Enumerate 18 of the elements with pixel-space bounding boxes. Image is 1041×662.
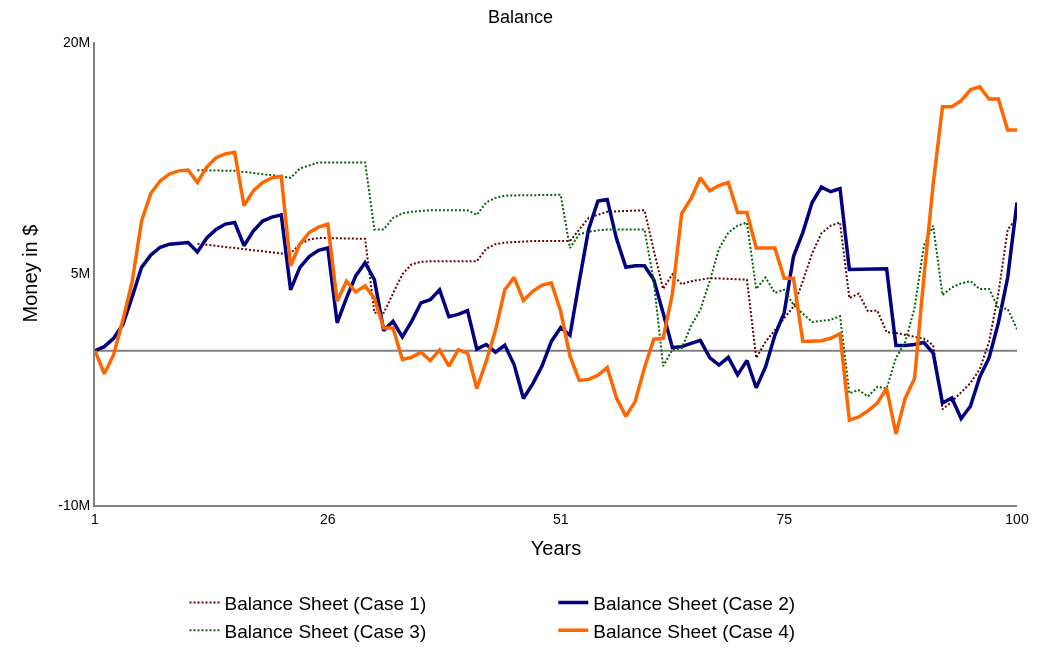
x-tick-label: 51 [552,510,569,527]
line-series [95,85,1017,436]
chart-title: Balance [487,6,554,27]
x-tick-label: 75 [776,510,793,527]
line-series [95,185,1017,421]
legend-label: Balance Sheet (Case 1) [224,592,427,614]
y-axis-title: Money in $ [19,224,42,323]
x-tick-label: 100 [1005,510,1029,527]
x-axis-title: Years [530,536,582,559]
x-tick-label: 26 [320,510,336,527]
y-tick-label: 5M [70,265,91,282]
line-series [196,161,1017,398]
y-tick-label: 20M [62,33,91,50]
legend-label: Balance Sheet (Case 4) [593,620,796,642]
y-tick-label: -10M [58,496,91,513]
x-tick-label: 1 [91,510,100,527]
legend-label: Balance Sheet (Case 2) [593,592,796,614]
legend-label: Balance Sheet (Case 3) [224,620,427,642]
